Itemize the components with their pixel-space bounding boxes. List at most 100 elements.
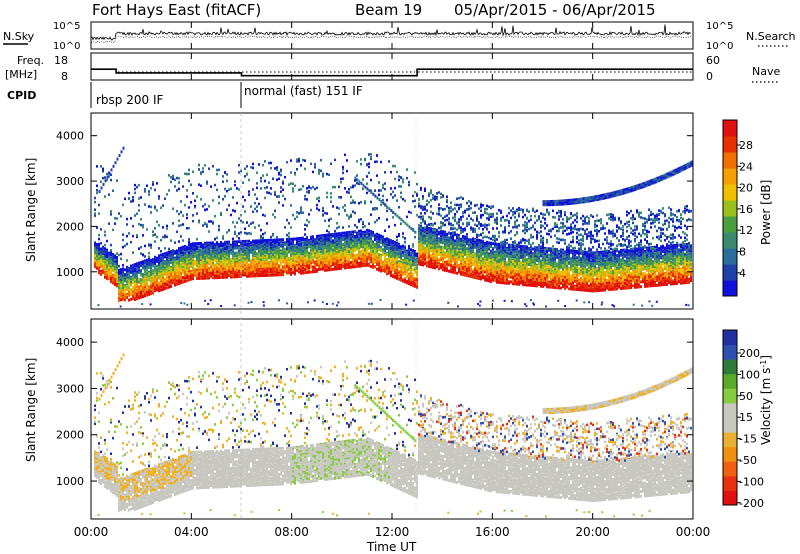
range-cell xyxy=(126,278,128,282)
range-cell xyxy=(252,162,254,166)
range-cell xyxy=(132,274,134,278)
range-cell xyxy=(256,264,258,268)
range-cell xyxy=(164,272,166,276)
range-cell xyxy=(480,247,482,251)
range-cell xyxy=(492,242,494,246)
range-cell xyxy=(432,212,434,215)
range-cell xyxy=(274,256,276,259)
range-cell xyxy=(218,250,220,254)
range-cell xyxy=(464,227,466,230)
range-cell xyxy=(280,273,282,277)
range-cell xyxy=(114,256,116,259)
range-cell xyxy=(204,164,206,167)
range-cell xyxy=(204,203,206,206)
range-cell xyxy=(220,250,222,254)
range-cell xyxy=(118,275,120,279)
range-cell xyxy=(346,236,348,239)
range-cell xyxy=(112,259,114,263)
range-cell xyxy=(178,264,180,268)
range-cell xyxy=(346,256,348,260)
range-cell xyxy=(410,275,412,279)
range-cell xyxy=(274,264,276,267)
range-cell xyxy=(272,270,274,274)
range-cell xyxy=(412,280,414,284)
range-cell xyxy=(262,256,264,260)
range-cell xyxy=(168,247,170,251)
range-cell xyxy=(378,262,380,266)
range-cell xyxy=(208,260,210,264)
range-cell xyxy=(100,255,102,259)
range-cell xyxy=(148,289,150,293)
range-cell xyxy=(422,260,424,264)
range-cell xyxy=(500,258,502,262)
range-cell xyxy=(472,219,474,222)
range-cell xyxy=(430,265,432,269)
range-cell xyxy=(200,265,202,269)
range-cell xyxy=(150,285,152,289)
range-cell xyxy=(462,215,464,218)
range-cell xyxy=(460,218,462,222)
range-cell xyxy=(438,253,440,256)
range-cell xyxy=(408,274,410,278)
range-cell xyxy=(462,211,464,214)
range-cell xyxy=(210,252,212,256)
range-cell xyxy=(178,266,180,270)
range-cell xyxy=(272,267,274,271)
range-cell xyxy=(274,248,276,252)
range-cell xyxy=(454,263,456,267)
range-cell xyxy=(424,206,426,210)
range-cell xyxy=(152,278,154,282)
range-cell xyxy=(504,231,506,234)
range-cell xyxy=(278,249,280,253)
range-cell xyxy=(226,247,228,251)
range-cell xyxy=(144,275,146,279)
range-cell xyxy=(316,255,318,259)
range-cell xyxy=(416,183,418,186)
range-cell xyxy=(132,270,134,274)
range-cell xyxy=(356,264,358,268)
range-cell xyxy=(254,274,256,278)
range-cell xyxy=(200,172,202,176)
range-cell xyxy=(380,234,382,238)
range-cell xyxy=(264,274,266,277)
nsky-series xyxy=(90,24,692,41)
range-cell xyxy=(318,258,320,262)
range-cell xyxy=(160,269,162,273)
range-cell xyxy=(406,252,408,256)
range-cell xyxy=(160,266,162,270)
range-cell xyxy=(506,273,508,277)
range-cell xyxy=(366,255,368,259)
range-cell xyxy=(206,260,208,264)
range-cell xyxy=(436,192,438,195)
range-cell xyxy=(300,209,302,213)
range-cell xyxy=(342,255,344,259)
range-cell xyxy=(498,244,500,248)
range-cell xyxy=(362,238,364,242)
range-cell xyxy=(114,271,116,275)
range-cell xyxy=(348,191,350,194)
range-cell xyxy=(324,254,326,258)
range-cell xyxy=(402,178,404,181)
range-cell xyxy=(102,252,104,256)
range-cell xyxy=(406,268,408,272)
range-cell xyxy=(140,273,142,277)
range-cell xyxy=(348,262,350,266)
range-cell xyxy=(146,293,148,297)
range-cell xyxy=(462,228,464,231)
range-cell xyxy=(258,269,260,273)
nsearch-label: N.Search xyxy=(746,30,796,43)
range-cell xyxy=(496,263,498,267)
range-cell xyxy=(502,240,504,244)
range-cell xyxy=(274,273,276,277)
range-cell xyxy=(500,241,502,244)
range-cell xyxy=(416,258,418,262)
range-cell xyxy=(376,248,378,252)
range-cell xyxy=(468,214,470,217)
range-cell xyxy=(444,246,446,250)
range-cell xyxy=(226,272,228,276)
range-cell xyxy=(134,277,136,281)
range-cell xyxy=(364,241,366,245)
range-cell xyxy=(474,276,476,279)
range-cell xyxy=(206,273,208,277)
range-cell xyxy=(298,260,300,264)
